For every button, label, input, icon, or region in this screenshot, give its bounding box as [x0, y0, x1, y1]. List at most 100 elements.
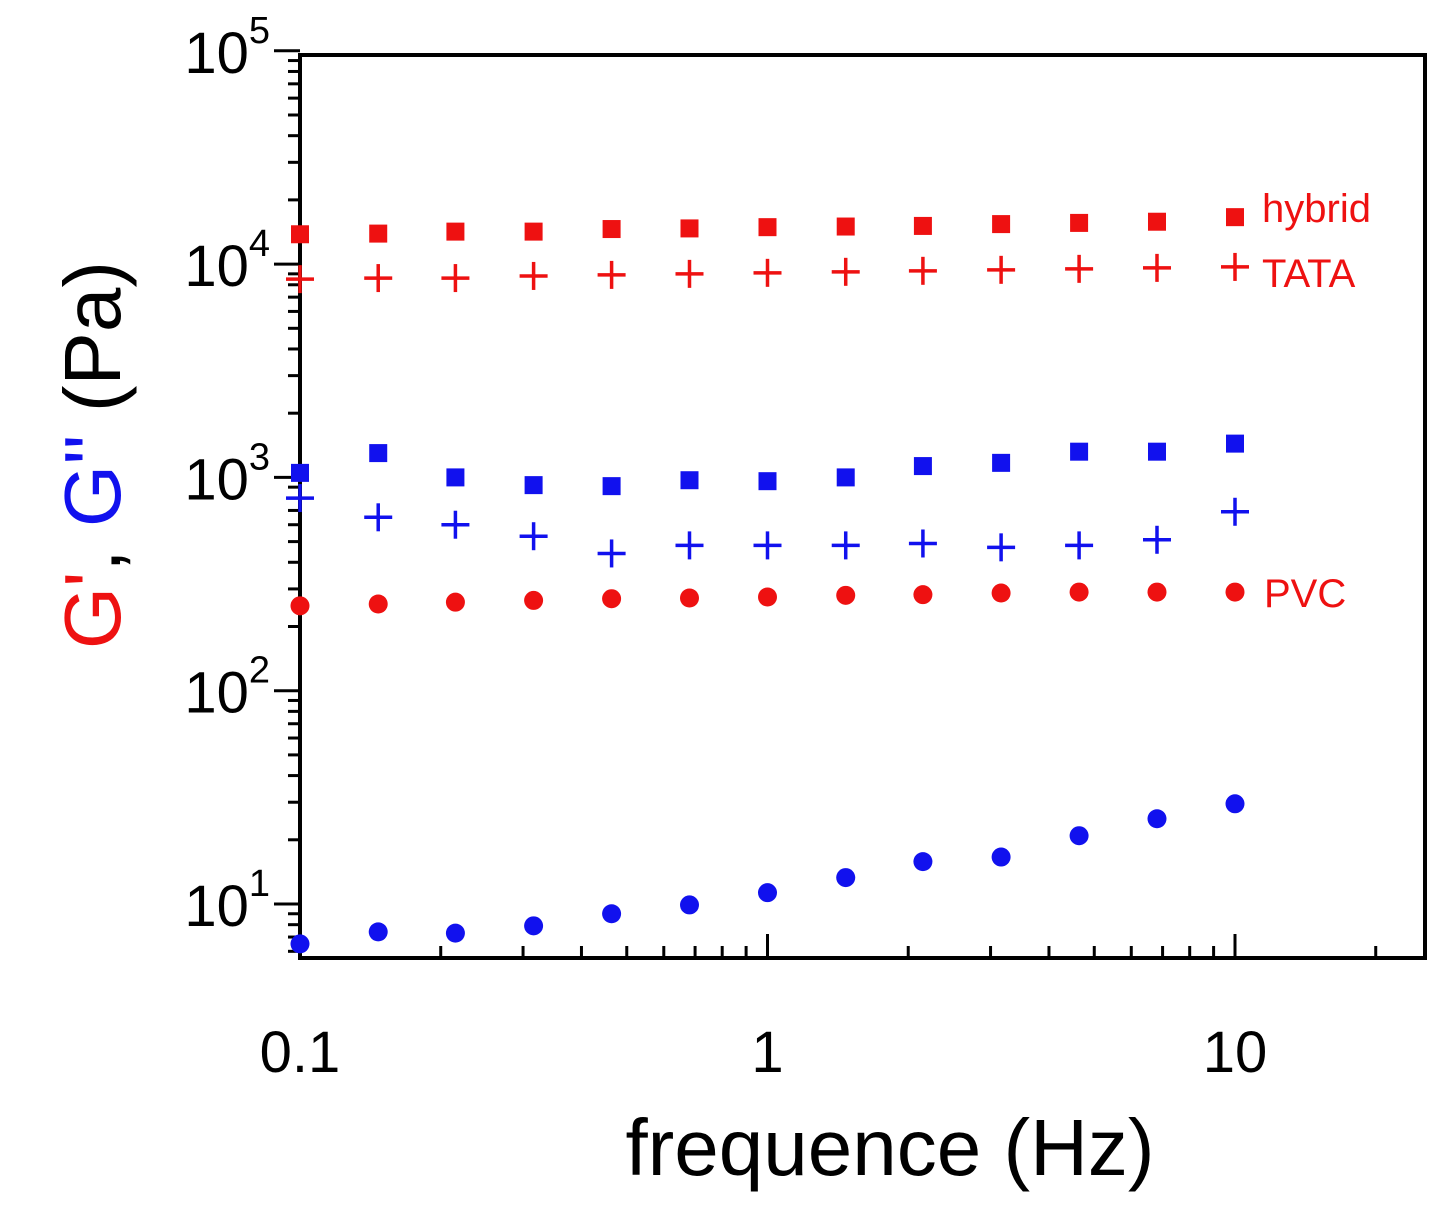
point-circle-series-2 — [758, 587, 777, 607]
x-tick-label: 0.1 — [260, 1020, 341, 1085]
point-square-series-0 — [524, 222, 543, 241]
point-square-series-3 — [291, 463, 309, 482]
point-plus-series-1 — [519, 261, 548, 290]
point-square-series-3 — [1147, 442, 1166, 461]
point-plus-series-1 — [1142, 253, 1171, 282]
y-tick-label: 105 — [184, 10, 270, 86]
point-square-series-3 — [836, 468, 855, 487]
point-square-series-0 — [1070, 213, 1089, 232]
point-circle-series-2 — [836, 585, 856, 605]
point-square-series-3 — [524, 476, 543, 495]
y-axis-title-unit: (Pa) — [48, 261, 137, 412]
point-circle-series-5 — [913, 852, 933, 872]
point-square-series-3 — [680, 471, 699, 490]
point-square-series-0 — [1226, 208, 1244, 227]
y-tick-label: 102 — [184, 650, 270, 726]
point-plus-series-1 — [675, 259, 704, 288]
x-tick-labels: 0.1 1 10 — [260, 1020, 1268, 1085]
point-circle-series-2 — [602, 589, 622, 609]
point-circle-series-2 — [1225, 582, 1245, 602]
point-plus-series-1 — [597, 260, 626, 289]
y-axis-title-sep: , — [48, 549, 137, 571]
data-points — [286, 208, 1249, 954]
point-plus-series-4 — [831, 531, 860, 560]
point-square-series-0 — [291, 225, 309, 244]
point-circle-series-5 — [836, 868, 856, 888]
y-tick-label: 104 — [184, 223, 270, 299]
point-square-series-0 — [836, 217, 855, 236]
point-circle-series-5 — [290, 934, 310, 954]
point-square-series-3 — [369, 444, 388, 463]
point-plus-series-4 — [1221, 497, 1249, 526]
point-circle-series-2 — [913, 585, 933, 605]
point-plus-series-4 — [1142, 525, 1171, 554]
major-ticks — [274, 49, 1237, 958]
point-square-series-3 — [1070, 442, 1089, 461]
point-circle-series-5 — [1069, 826, 1089, 846]
series-label-tata: TATA — [1262, 252, 1356, 296]
y-tick-labels: 101 102 103 104 105 — [184, 10, 270, 939]
point-plus-series-4 — [597, 539, 626, 568]
point-plus-series-4 — [675, 531, 704, 560]
point-circle-series-5 — [758, 883, 777, 903]
y-tick-label: 101 — [184, 863, 270, 939]
x-tick-label: 10 — [1203, 1020, 1268, 1085]
point-circle-series-2 — [445, 592, 465, 612]
y-axis-title-g2: G'' — [48, 434, 137, 527]
point-square-series-0 — [992, 215, 1011, 234]
point-square-series-0 — [1147, 212, 1166, 231]
x-axis-title: frequence (Hz) — [625, 1103, 1154, 1192]
point-square-series-3 — [913, 457, 932, 476]
point-plus-series-1 — [441, 264, 470, 293]
point-plus-series-4 — [441, 510, 470, 539]
point-square-series-0 — [758, 218, 777, 237]
point-circle-series-5 — [1225, 794, 1245, 814]
point-circle-series-5 — [602, 904, 622, 924]
plot-frame — [298, 53, 1427, 960]
point-plus-series-1 — [987, 255, 1016, 284]
point-circle-series-2 — [368, 594, 388, 614]
point-circle-series-5 — [445, 923, 465, 943]
point-circle-series-2 — [679, 588, 699, 608]
point-plus-series-4 — [987, 533, 1016, 562]
point-circle-series-5 — [991, 847, 1011, 867]
point-plus-series-1 — [753, 258, 782, 287]
point-circle-series-5 — [524, 916, 544, 936]
point-square-series-0 — [680, 219, 699, 238]
point-plus-series-4 — [1065, 531, 1094, 560]
point-plus-series-4 — [364, 503, 393, 532]
y-tick-label: 103 — [184, 436, 270, 512]
minor-ticks — [288, 59, 1378, 958]
y-axis-title-g1: G' — [48, 572, 137, 650]
point-circle-series-2 — [1069, 582, 1089, 602]
point-plus-series-4 — [519, 522, 548, 551]
point-circle-series-2 — [991, 583, 1011, 603]
point-plus-series-4 — [908, 529, 937, 558]
point-circle-series-2 — [524, 590, 544, 610]
point-square-series-0 — [446, 222, 465, 241]
point-plus-series-1 — [364, 264, 393, 293]
point-plus-series-4 — [286, 484, 314, 513]
y-axis-title: G', G'' (Pa) — [48, 261, 137, 649]
point-circle-series-2 — [290, 596, 310, 616]
point-plus-series-1 — [286, 265, 314, 294]
point-plus-series-1 — [831, 257, 860, 286]
point-square-series-3 — [1226, 434, 1244, 453]
point-square-series-3 — [758, 472, 777, 491]
point-plus-series-1 — [908, 256, 937, 285]
point-square-series-0 — [913, 216, 932, 235]
point-square-series-3 — [992, 453, 1011, 472]
point-square-series-3 — [446, 468, 465, 487]
point-plus-series-4 — [753, 531, 782, 560]
point-square-series-0 — [602, 220, 621, 239]
series-label-hybrid: hybrid — [1262, 187, 1371, 231]
point-circle-series-5 — [1147, 809, 1167, 829]
point-circle-series-5 — [368, 922, 388, 942]
point-circle-series-2 — [1147, 582, 1167, 602]
x-tick-label: 1 — [751, 1020, 783, 1085]
point-square-series-3 — [602, 477, 621, 496]
series-label-pvc: PVC — [1264, 572, 1346, 616]
point-plus-series-1 — [1065, 254, 1094, 283]
point-square-series-0 — [369, 224, 388, 243]
